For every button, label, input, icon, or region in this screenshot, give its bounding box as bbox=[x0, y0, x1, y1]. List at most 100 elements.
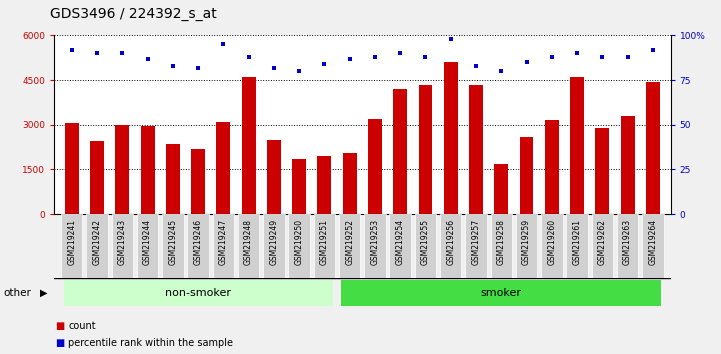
Text: GSM219249: GSM219249 bbox=[270, 219, 278, 266]
Point bbox=[495, 68, 507, 74]
Point bbox=[319, 61, 330, 67]
Text: GSM219246: GSM219246 bbox=[193, 219, 203, 266]
Text: GSM219264: GSM219264 bbox=[648, 219, 658, 266]
Point bbox=[546, 54, 557, 60]
FancyBboxPatch shape bbox=[63, 280, 332, 307]
Text: GSM219252: GSM219252 bbox=[345, 219, 354, 265]
Bar bbox=[393, 89, 407, 214]
FancyBboxPatch shape bbox=[314, 214, 335, 278]
Bar bbox=[621, 116, 634, 214]
Bar bbox=[444, 62, 458, 214]
FancyBboxPatch shape bbox=[440, 214, 461, 278]
Text: other: other bbox=[4, 288, 32, 298]
FancyBboxPatch shape bbox=[591, 214, 613, 278]
FancyBboxPatch shape bbox=[415, 214, 436, 278]
FancyBboxPatch shape bbox=[516, 214, 537, 278]
Bar bbox=[570, 77, 584, 214]
FancyBboxPatch shape bbox=[112, 214, 133, 278]
Bar bbox=[166, 144, 180, 214]
Point bbox=[622, 54, 633, 60]
Bar bbox=[292, 159, 306, 214]
Bar bbox=[368, 119, 382, 214]
FancyBboxPatch shape bbox=[137, 214, 159, 278]
Point bbox=[420, 54, 431, 60]
Bar bbox=[520, 137, 534, 214]
Point bbox=[647, 47, 658, 52]
Point bbox=[218, 41, 229, 47]
Text: GSM219263: GSM219263 bbox=[623, 219, 632, 266]
Point bbox=[142, 56, 154, 62]
Point bbox=[92, 50, 103, 56]
Point bbox=[243, 54, 255, 60]
Text: ■: ■ bbox=[56, 321, 65, 331]
Point bbox=[596, 54, 608, 60]
Text: GSM219251: GSM219251 bbox=[320, 219, 329, 265]
FancyBboxPatch shape bbox=[61, 214, 82, 278]
FancyBboxPatch shape bbox=[162, 214, 184, 278]
Point bbox=[66, 47, 78, 52]
Text: GSM219248: GSM219248 bbox=[244, 219, 253, 265]
FancyBboxPatch shape bbox=[541, 214, 562, 278]
FancyBboxPatch shape bbox=[389, 214, 411, 278]
FancyBboxPatch shape bbox=[490, 214, 512, 278]
Bar bbox=[191, 149, 205, 214]
Point bbox=[571, 50, 583, 56]
FancyBboxPatch shape bbox=[642, 214, 663, 278]
Bar bbox=[267, 140, 280, 214]
Text: GSM219255: GSM219255 bbox=[421, 219, 430, 266]
Point bbox=[394, 50, 406, 56]
Text: GSM219250: GSM219250 bbox=[295, 219, 304, 266]
Bar bbox=[545, 120, 559, 214]
Bar bbox=[342, 153, 357, 214]
FancyBboxPatch shape bbox=[238, 214, 260, 278]
Text: GSM219261: GSM219261 bbox=[572, 219, 582, 265]
Bar bbox=[495, 164, 508, 214]
Point bbox=[117, 50, 128, 56]
FancyBboxPatch shape bbox=[213, 214, 234, 278]
Text: GSM219258: GSM219258 bbox=[497, 219, 505, 265]
Point bbox=[167, 63, 179, 69]
Text: GSM219257: GSM219257 bbox=[472, 219, 480, 266]
Bar bbox=[141, 126, 154, 214]
Point bbox=[521, 59, 532, 65]
Bar bbox=[90, 141, 104, 214]
FancyBboxPatch shape bbox=[617, 214, 638, 278]
Point bbox=[193, 65, 204, 70]
FancyBboxPatch shape bbox=[87, 214, 107, 278]
FancyBboxPatch shape bbox=[187, 214, 209, 278]
Point bbox=[470, 63, 482, 69]
Text: count: count bbox=[68, 321, 96, 331]
Text: percentile rank within the sample: percentile rank within the sample bbox=[68, 338, 234, 348]
Text: GSM219262: GSM219262 bbox=[598, 219, 607, 265]
FancyBboxPatch shape bbox=[364, 214, 386, 278]
FancyBboxPatch shape bbox=[288, 214, 310, 278]
Text: GSM219242: GSM219242 bbox=[92, 219, 102, 265]
Text: GSM219241: GSM219241 bbox=[67, 219, 76, 265]
FancyBboxPatch shape bbox=[566, 214, 588, 278]
Text: GSM219244: GSM219244 bbox=[143, 219, 152, 266]
Bar bbox=[115, 125, 129, 214]
Text: non-smoker: non-smoker bbox=[165, 288, 231, 298]
Point bbox=[369, 54, 381, 60]
Text: GSM219245: GSM219245 bbox=[168, 219, 177, 266]
Bar bbox=[469, 85, 483, 214]
Point bbox=[445, 36, 456, 42]
Point bbox=[293, 68, 305, 74]
FancyBboxPatch shape bbox=[342, 280, 661, 307]
Text: GSM219253: GSM219253 bbox=[371, 219, 379, 266]
Point bbox=[344, 56, 355, 62]
Text: GSM219247: GSM219247 bbox=[219, 219, 228, 266]
Text: GSM219259: GSM219259 bbox=[522, 219, 531, 266]
Bar bbox=[65, 123, 79, 214]
Point bbox=[268, 65, 280, 70]
FancyBboxPatch shape bbox=[339, 214, 360, 278]
Bar bbox=[242, 77, 255, 214]
Text: GSM219254: GSM219254 bbox=[396, 219, 404, 266]
Text: GSM219243: GSM219243 bbox=[118, 219, 127, 266]
FancyBboxPatch shape bbox=[263, 214, 285, 278]
Text: smoker: smoker bbox=[481, 288, 522, 298]
Bar bbox=[216, 122, 230, 214]
Text: GSM219260: GSM219260 bbox=[547, 219, 557, 266]
Text: GDS3496 / 224392_s_at: GDS3496 / 224392_s_at bbox=[50, 7, 217, 21]
Bar bbox=[596, 128, 609, 214]
